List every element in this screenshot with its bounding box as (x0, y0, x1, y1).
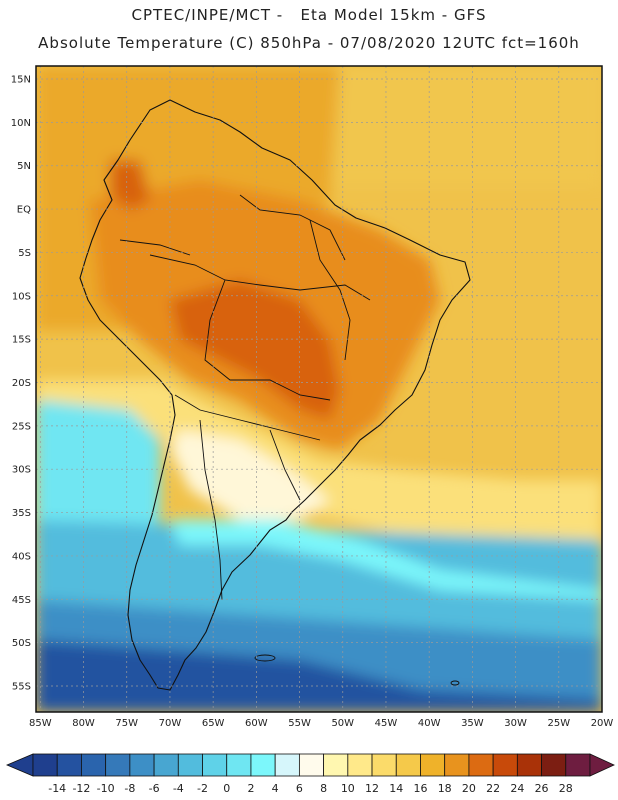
title-line-2: Absolute Temperature (C) 850hPa - 07/08/… (38, 34, 580, 52)
lon-label: 65W (202, 718, 225, 729)
lon-label: 50W (331, 718, 354, 729)
falkland-islands (254, 654, 276, 662)
lon-label: 25W (547, 718, 570, 729)
lon-label: 85W (29, 718, 52, 729)
lon-label: 45W (375, 718, 398, 729)
colorbar-swatch (516, 753, 542, 777)
colorbar-swatch (298, 753, 325, 777)
lon-label: 60W (245, 718, 268, 729)
colorbar-label: 22 (486, 782, 500, 795)
colorbar-swatch (420, 753, 446, 777)
lon-label: 35W (461, 718, 484, 729)
lat-label: EQ (17, 205, 31, 216)
lat-label: 30S (12, 465, 31, 476)
lon-label: 80W (72, 718, 95, 729)
lat-label: 40S (12, 551, 31, 562)
lat-label: 5N (17, 161, 31, 172)
colorbar-swatch (395, 753, 421, 777)
latitude-labels: 15N 10N 5N EQ 5S 10S 15S 20S 25S 30S 35S 40S 45S 50S 5… (11, 75, 31, 693)
lat-label: 5S (18, 248, 31, 259)
colorbar-swatch (105, 753, 131, 777)
colorbar: -14 -12 -10 -8 -6 -4 -2 0 2 4 6 8 10 12 14 16 18 20 22 24 26… (5, 753, 615, 795)
colorbar-swatch (153, 753, 179, 777)
colorbar-label: -2 (197, 782, 208, 795)
temperature-field (36, 66, 602, 712)
lon-label: 75W (115, 718, 138, 729)
lat-label: 20S (12, 378, 31, 389)
lat-label: 15N (11, 75, 31, 86)
country-borders (119, 194, 371, 601)
field-subtropical (36, 380, 602, 560)
map-frame (35, 65, 603, 713)
colorbar-label: 28 (559, 782, 573, 795)
colorbar-swatch (274, 753, 300, 777)
colorbar-swatch (371, 753, 397, 777)
colorbar-label: -12 (72, 782, 90, 795)
colorbar-label: 20 (462, 782, 476, 795)
field-pacific-cool (36, 400, 160, 560)
colorbar-swatch (177, 753, 203, 777)
colorbar-swatch (565, 753, 591, 777)
colorbar-label: 0 (223, 782, 230, 795)
lat-label: 15S (12, 335, 31, 346)
colorbar-swatch (444, 753, 470, 777)
colorbar-swatch (32, 753, 58, 777)
lon-label: 40W (418, 718, 441, 729)
colorbar-swatch (56, 753, 82, 777)
colorbar-label: 10 (341, 782, 355, 795)
colorbar-swatch (347, 753, 373, 777)
colorbar-label: 2 (247, 782, 254, 795)
lon-label: 30W (504, 718, 527, 729)
field-south-transition (170, 520, 602, 600)
colorbar-label: 6 (296, 782, 303, 795)
longitude-labels: 85W 80W 75W 70W 65W 60W 55W 50W 45W 40W 35W 30W 25W 2… (29, 718, 613, 729)
colorbar-swatch (226, 753, 252, 777)
south-georgia (450, 680, 460, 686)
field-coldest (36, 640, 602, 712)
map-gridlines (36, 66, 602, 712)
lat-label: 45S (12, 595, 31, 606)
title-line-1: CPTEC/INPE/MCT - Eta Model 15km - GFS (131, 6, 487, 24)
colorbar-swatch (492, 753, 518, 777)
lat-label: 35S (12, 508, 31, 519)
lat-label: 50S (12, 638, 31, 649)
field-north-hot (110, 160, 150, 210)
colorbar-label: 24 (510, 782, 524, 795)
colorbar-arrow-left (5, 753, 34, 777)
colorbar-label: -14 (48, 782, 66, 795)
colorbar-label: -4 (173, 782, 184, 795)
lat-label: 55S (12, 681, 31, 692)
lat-label: 10N (11, 118, 31, 129)
lat-label: 25S (12, 421, 31, 432)
colorbar-swatch (81, 753, 107, 777)
colorbar-swatch (202, 753, 228, 777)
lat-label: 10S (12, 291, 31, 302)
colorbar-label: 4 (272, 782, 279, 795)
colorbar-label: 26 (535, 782, 549, 795)
field-pampas (170, 430, 330, 520)
lon-label: 55W (288, 718, 311, 729)
continent-outline (79, 99, 471, 691)
colorbar-label: 18 (438, 782, 452, 795)
colorbar-swatch (541, 753, 567, 777)
colorbar-label: 8 (320, 782, 327, 795)
lon-label: 20W (591, 718, 614, 729)
colorbar-label: -6 (149, 782, 160, 795)
colorbar-swatch (250, 753, 276, 777)
colorbar-swatch (323, 753, 349, 777)
colorbar-label: -8 (124, 782, 135, 795)
lon-label: 70W (159, 718, 182, 729)
colorbar-label: 14 (389, 782, 403, 795)
colorbar-label: -10 (97, 782, 115, 795)
colorbar-arrow-right (589, 753, 615, 777)
colorbar-label: 12 (365, 782, 379, 795)
field-core-hot (170, 280, 340, 420)
colorbar-swatch (468, 753, 494, 777)
colorbar-label: 16 (413, 782, 427, 795)
colorbar-swatch (129, 753, 155, 777)
